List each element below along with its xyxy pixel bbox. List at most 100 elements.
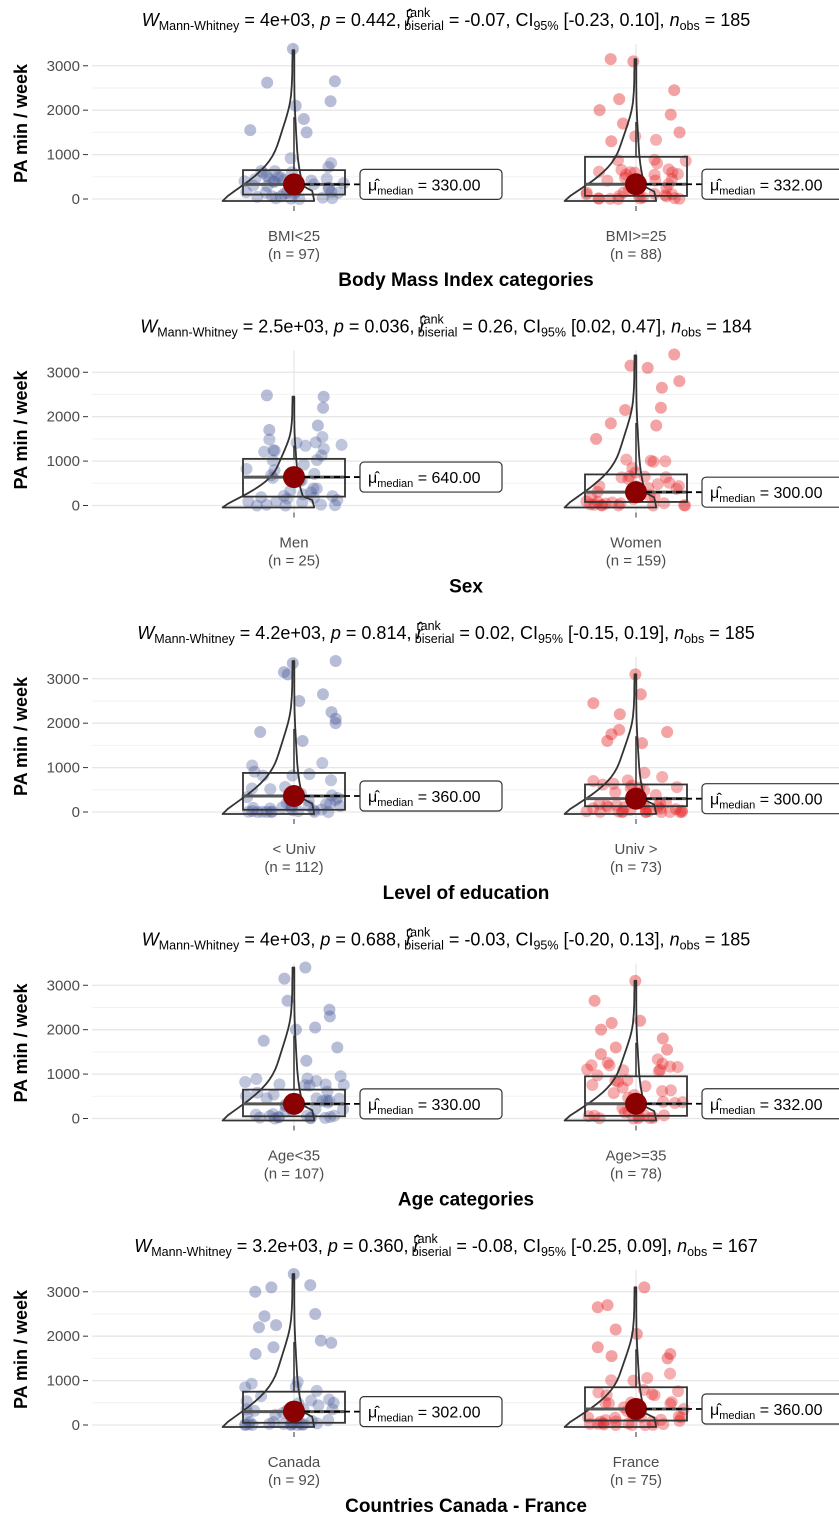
- data-point: [588, 994, 601, 1007]
- median-label-box: [701, 783, 839, 815]
- x-axis-label: Age categories: [398, 1190, 534, 1211]
- data-point: [662, 163, 675, 176]
- chart-panel-4: WMann-Whitney = 4e+03, p = 0.688, r̂rank…: [11, 926, 839, 1211]
- group-count-label: (n = 92): [268, 1472, 320, 1489]
- data-point: [301, 1072, 314, 1085]
- data-point: [307, 482, 320, 495]
- data-point: [266, 190, 279, 203]
- data-point: [595, 499, 608, 512]
- stats-subtitle: WMann-Whitney = 4.2e+03, p = 0.814, r̂ra…: [137, 619, 755, 646]
- data-point: [657, 1095, 670, 1108]
- data-point: [664, 805, 677, 818]
- data-point: [328, 75, 341, 88]
- data-point: [249, 1285, 262, 1298]
- y-axis-label: PA min / week: [11, 1289, 31, 1409]
- data-point: [267, 444, 280, 457]
- data-point: [290, 436, 303, 449]
- data-point: [668, 348, 681, 361]
- data-point: [664, 1084, 677, 1097]
- data-point: [590, 432, 603, 445]
- data-point: [325, 157, 338, 170]
- data-point: [300, 1054, 313, 1067]
- data-point: [244, 124, 257, 137]
- y-tick-label: 1000: [47, 760, 80, 777]
- data-point: [323, 1003, 336, 1016]
- group-count-label: (n = 78): [610, 1166, 662, 1183]
- data-point: [595, 1023, 608, 1036]
- data-point: [309, 1021, 322, 1034]
- group-2: μ̂median = 332.00: [563, 974, 839, 1125]
- data-point: [260, 1092, 273, 1105]
- group-count-label: (n = 159): [606, 553, 666, 570]
- x-tick-label: Men: [279, 535, 308, 552]
- data-point: [651, 1053, 664, 1066]
- group-2: μ̂median = 332.00: [563, 53, 839, 205]
- data-point: [316, 757, 329, 770]
- y-tick-label: 1000: [47, 147, 80, 164]
- violin-outline: [221, 966, 316, 1122]
- data-point: [273, 1078, 286, 1091]
- data-point: [248, 765, 261, 778]
- data-point: [651, 478, 664, 491]
- data-point: [332, 186, 345, 199]
- data-point: [604, 417, 617, 430]
- data-point: [305, 1394, 318, 1407]
- data-point: [656, 770, 669, 783]
- data-point: [271, 170, 284, 183]
- data-point: [605, 135, 618, 148]
- data-point: [323, 1010, 336, 1023]
- data-point: [679, 154, 692, 167]
- x-tick-label: Age<35: [268, 1148, 320, 1165]
- data-point: [673, 375, 686, 388]
- data-point: [307, 491, 320, 504]
- data-point: [310, 1075, 323, 1088]
- data-point: [644, 454, 657, 467]
- x-tick-label: Women: [610, 535, 661, 552]
- median-point: [283, 173, 305, 196]
- data-point: [268, 165, 281, 178]
- data-point: [267, 1341, 280, 1354]
- x-tick-label: Univ >: [615, 841, 658, 858]
- data-point: [593, 480, 606, 493]
- data-point: [304, 1279, 317, 1292]
- x-tick-label: < Univ: [273, 841, 316, 858]
- data-point: [296, 496, 309, 509]
- data-point: [314, 1334, 327, 1347]
- median-point: [625, 787, 647, 810]
- data-point: [664, 1060, 677, 1073]
- data-point: [311, 419, 324, 432]
- median-label: μ̂median = 332.00: [710, 1097, 823, 1117]
- data-point: [652, 1065, 665, 1078]
- data-point: [591, 1069, 604, 1082]
- data-point: [666, 166, 679, 179]
- data-point: [671, 167, 684, 180]
- data-point: [663, 476, 676, 489]
- y-tick-label: 2000: [47, 1328, 80, 1345]
- data-point: [636, 737, 649, 750]
- median-label-box: [359, 461, 503, 493]
- data-point: [319, 1111, 332, 1124]
- data-point: [300, 126, 313, 139]
- data-point: [639, 805, 652, 818]
- data-point: [297, 113, 310, 126]
- data-point: [658, 497, 671, 510]
- data-point: [242, 495, 255, 508]
- data-point: [656, 1057, 669, 1070]
- data-point: [310, 454, 323, 467]
- data-point: [304, 1111, 317, 1124]
- y-tick-label: 3000: [47, 1284, 80, 1301]
- x-tick-label: BMI<25: [268, 228, 320, 245]
- group-2: μ̂median = 300.00: [563, 668, 839, 818]
- stats-subtitle: WMann-Whitney = 4e+03, p = 0.688, r̂rank…: [142, 926, 751, 953]
- x-axis-label: Level of education: [383, 883, 550, 904]
- data-point: [264, 802, 277, 815]
- data-point: [609, 786, 622, 799]
- median-label-box: [359, 168, 503, 200]
- data-point: [317, 390, 330, 403]
- data-point: [245, 1377, 258, 1390]
- median-label: μ̂median = 640.00: [368, 470, 481, 490]
- data-point: [246, 759, 259, 772]
- median-label: μ̂median = 300.00: [710, 792, 823, 812]
- x-axis-label: Body Mass Index categories: [338, 270, 594, 291]
- data-point: [592, 1386, 605, 1399]
